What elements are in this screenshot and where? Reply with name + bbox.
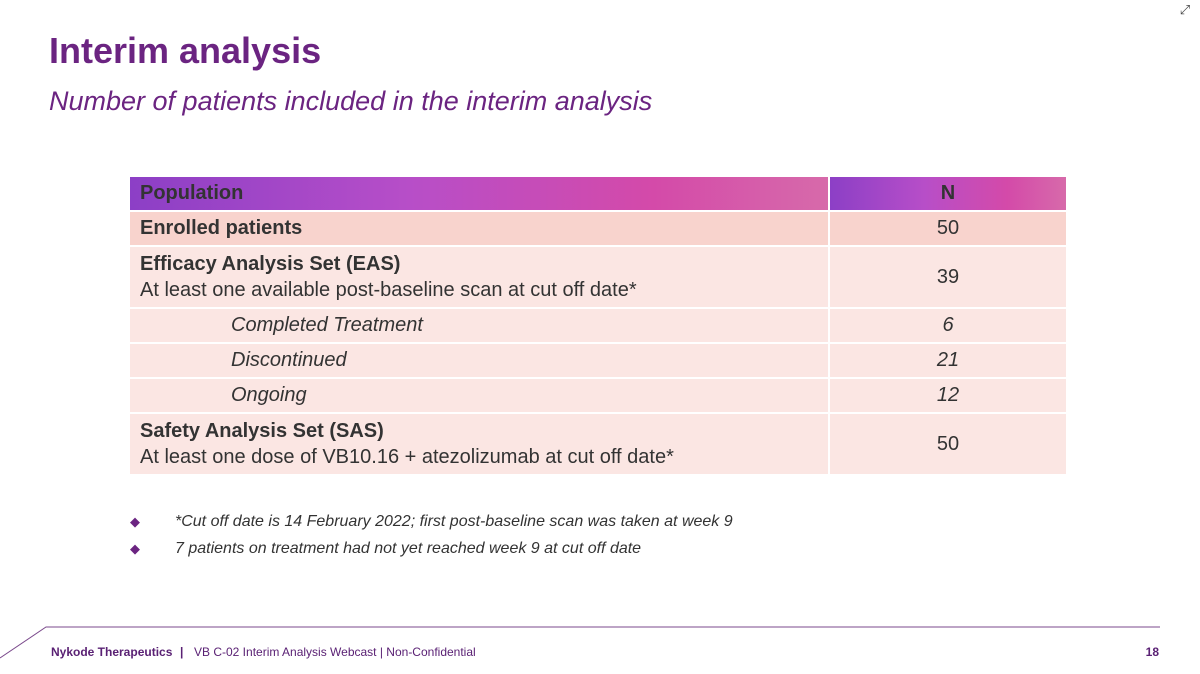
table-row: Discontinued 21 bbox=[128, 342, 1068, 379]
table-row: Safety Analysis Set (SAS) At least one d… bbox=[128, 412, 1068, 476]
table-row: Ongoing 12 bbox=[128, 377, 1068, 414]
table-row: Efficacy Analysis Set (EAS) At least one… bbox=[128, 245, 1068, 309]
column-header-n: N bbox=[828, 175, 1068, 212]
row-label: Safety Analysis Set (SAS) bbox=[140, 420, 384, 442]
table-row: Enrolled patients 50 bbox=[128, 210, 1068, 247]
row-label-cell: Safety Analysis Set (SAS) At least one d… bbox=[128, 412, 830, 476]
row-value: 39 bbox=[828, 245, 1068, 309]
footer-info: VB C-02 Interim Analysis Webcast | Non-C… bbox=[194, 645, 476, 659]
slide-subtitle: Number of patients included in the inter… bbox=[49, 86, 653, 116]
row-label: Enrolled patients bbox=[128, 210, 830, 247]
footer-company: Nykode Therapeutics bbox=[51, 645, 173, 659]
footnote-text: *Cut off date is 14 February 2022; first… bbox=[175, 513, 733, 530]
row-value: 6 bbox=[828, 307, 1068, 344]
row-value: 50 bbox=[828, 210, 1068, 247]
row-description: At least one dose of VB10.16 + atezolizu… bbox=[140, 446, 674, 468]
slide-title: Interim analysis bbox=[49, 30, 322, 71]
row-label: Ongoing bbox=[128, 377, 830, 414]
footer-divider bbox=[0, 626, 1160, 659]
table-row: Completed Treatment 6 bbox=[128, 307, 1068, 344]
diamond-bullet-icon: ◆ bbox=[130, 514, 140, 529]
row-value: 12 bbox=[828, 377, 1068, 414]
expand-icon[interactable]: ⤢ bbox=[1179, 2, 1191, 17]
diamond-bullet-icon: ◆ bbox=[130, 541, 140, 556]
row-value: 21 bbox=[828, 342, 1068, 379]
page-number: 18 bbox=[1145, 645, 1159, 659]
row-label: Completed Treatment bbox=[128, 307, 830, 344]
column-header-population: Population bbox=[128, 175, 830, 212]
footnote-text: 7 patients on treatment had not yet reac… bbox=[175, 540, 642, 557]
row-label-cell: Efficacy Analysis Set (EAS) At least one… bbox=[128, 245, 830, 309]
footer-separator: | bbox=[180, 645, 184, 659]
row-label: Efficacy Analysis Set (EAS) bbox=[140, 253, 401, 275]
row-description: At least one available post-baseline sca… bbox=[140, 279, 637, 301]
table-header-row: Population N bbox=[128, 175, 1068, 212]
population-table: Population N Enrolled patients 50 Effica… bbox=[128, 175, 1068, 476]
row-label: Discontinued bbox=[128, 342, 830, 379]
row-value: 50 bbox=[828, 412, 1068, 476]
